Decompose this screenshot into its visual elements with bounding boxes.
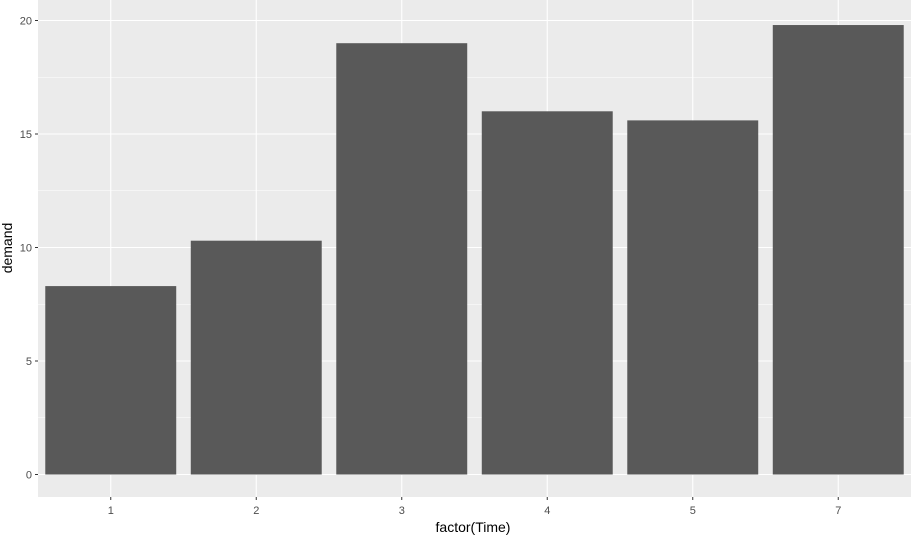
bar-2 bbox=[190, 240, 322, 475]
x-tick-label: 7 bbox=[835, 505, 841, 517]
bar-4 bbox=[481, 111, 613, 475]
y-axis-title: demand bbox=[0, 223, 15, 274]
y-tick-label: 0 bbox=[26, 470, 32, 482]
bar-7 bbox=[772, 25, 904, 475]
y-tick-label: 20 bbox=[20, 16, 32, 28]
plot-panel bbox=[38, 0, 911, 497]
bar-1 bbox=[45, 286, 177, 475]
x-axis: 1 2 3 4 5 7 bbox=[108, 497, 841, 517]
y-axis: 0 5 10 15 20 bbox=[20, 16, 38, 482]
x-axis-title: factor(Time) bbox=[436, 519, 511, 535]
y-tick-label: 10 bbox=[20, 243, 32, 255]
y-tick-label: 15 bbox=[20, 129, 32, 141]
x-tick-label: 2 bbox=[253, 505, 259, 517]
y-tick-label: 5 bbox=[26, 356, 32, 368]
x-tick-label: 1 bbox=[108, 505, 114, 517]
grid-minor bbox=[38, 76, 911, 419]
bars bbox=[45, 25, 904, 475]
x-tick-label: 3 bbox=[399, 505, 405, 517]
bar-3 bbox=[336, 43, 468, 475]
x-tick-label: 5 bbox=[690, 505, 696, 517]
x-tick-label: 4 bbox=[544, 505, 550, 517]
bar-5 bbox=[627, 120, 759, 475]
